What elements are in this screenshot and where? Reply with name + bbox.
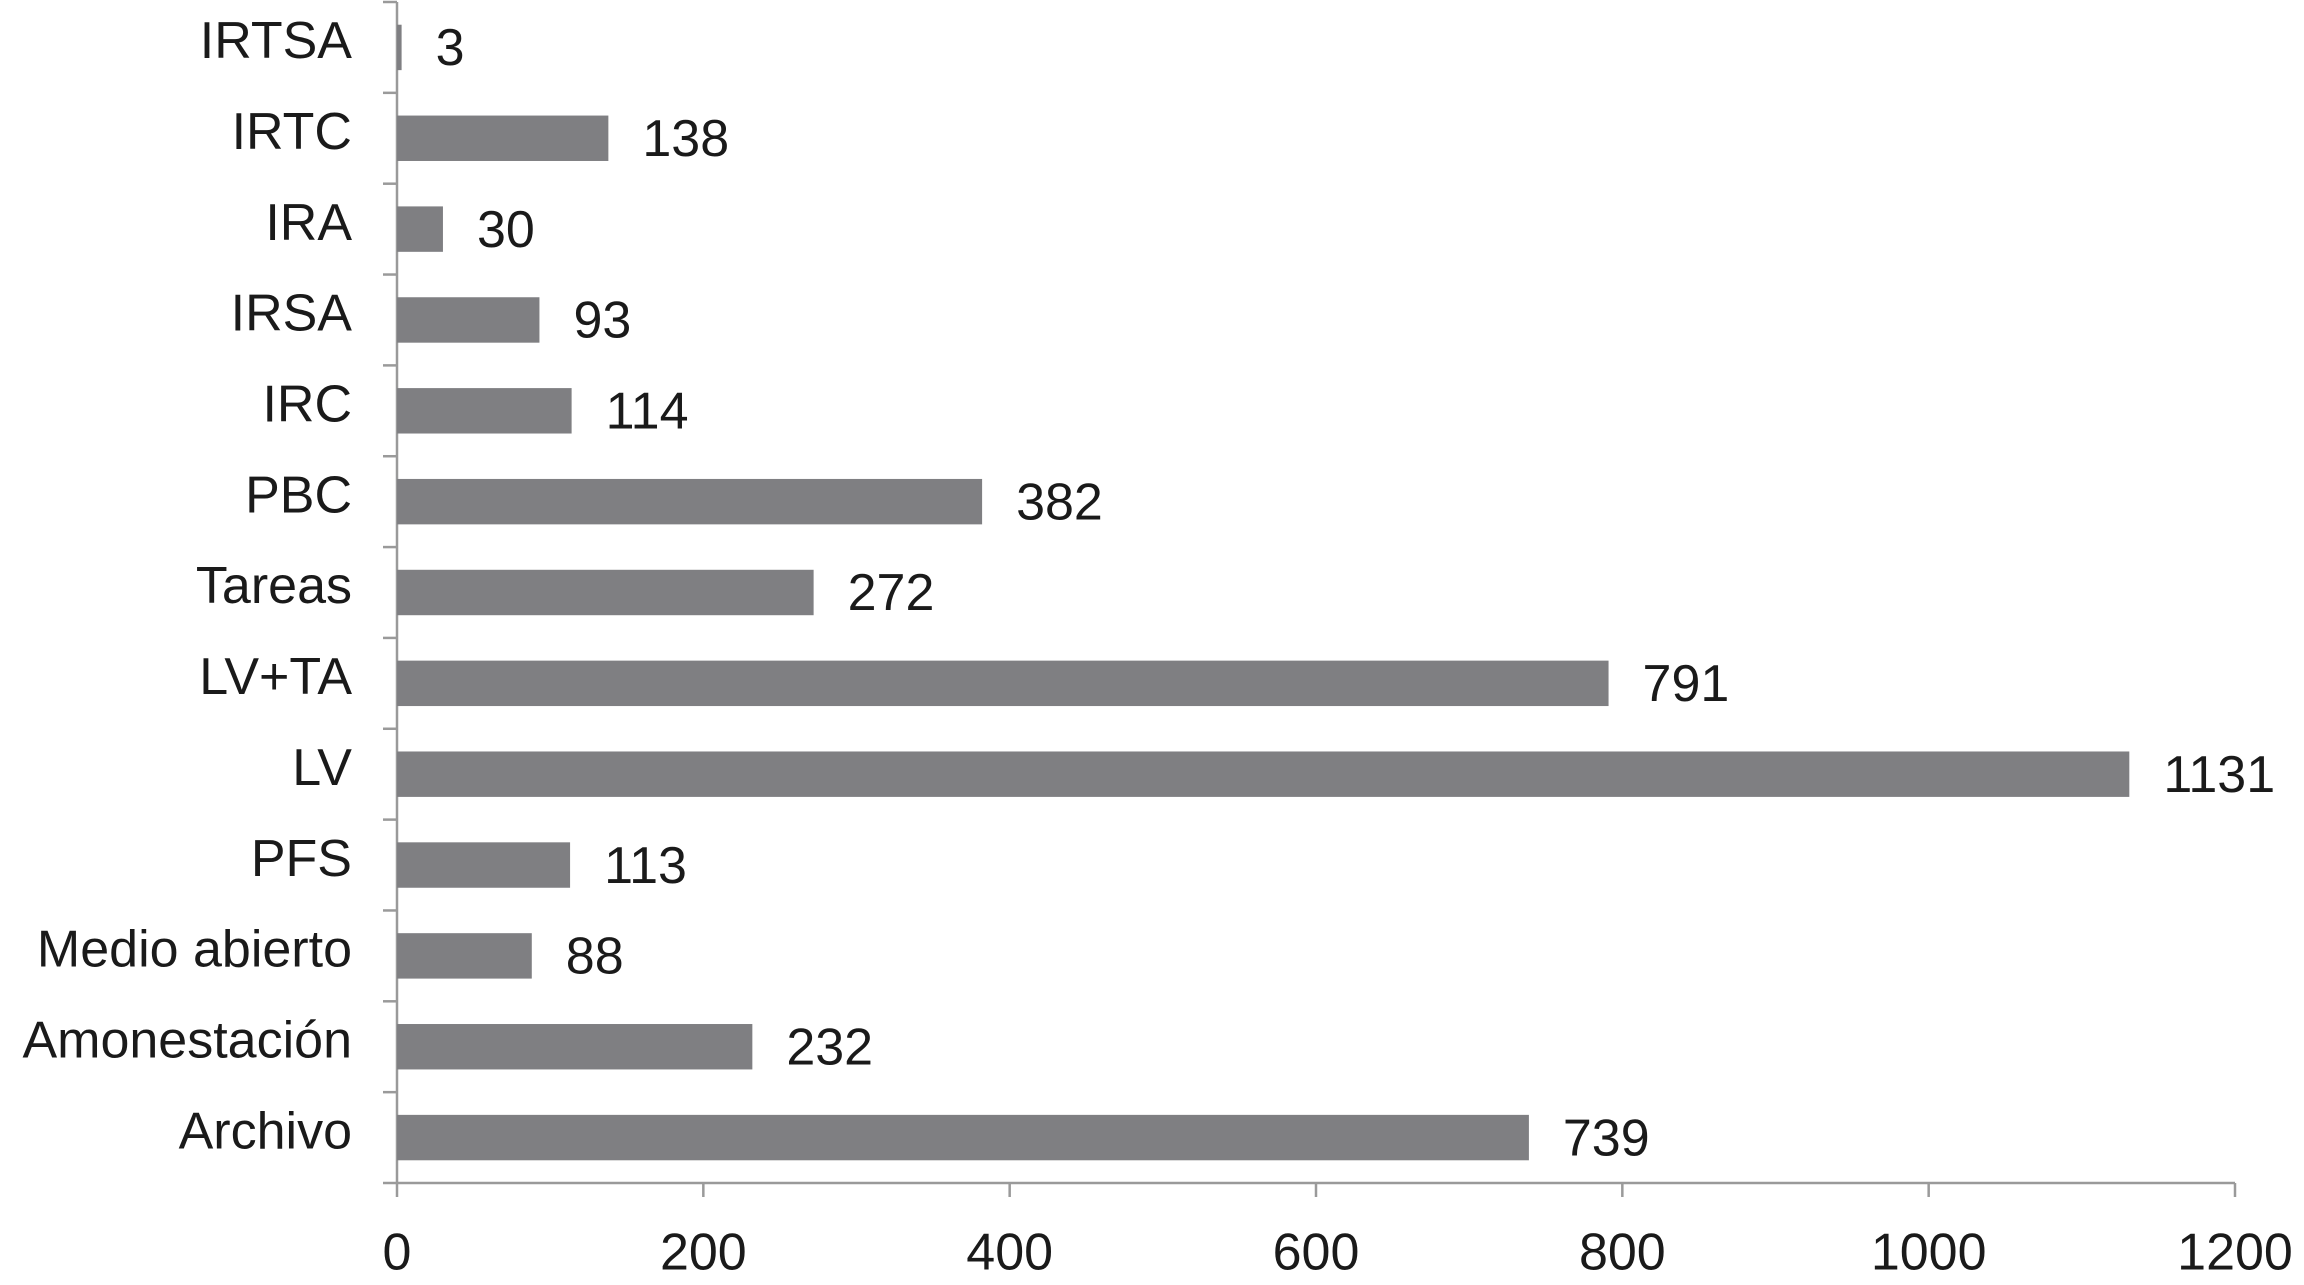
x-tick-label: 200 <box>660 1224 747 1282</box>
bar <box>397 297 540 343</box>
y-tick-label: IRSA <box>231 285 353 343</box>
y-tick-label: Archivo <box>179 1102 352 1160</box>
x-tick-label: 400 <box>966 1224 1053 1282</box>
bar <box>397 933 532 979</box>
bar <box>397 388 572 434</box>
x-tick-label: 0 <box>383 1224 412 1282</box>
bar <box>397 1114 1529 1161</box>
y-tick-label: IRA <box>265 194 352 252</box>
value-label: 739 <box>1563 1109 1650 1167</box>
y-tick-label: PFS <box>251 830 352 888</box>
y-tick-label: Medio abierto <box>37 921 352 979</box>
value-label: 138 <box>642 110 729 168</box>
y-tick-label: PBC <box>245 466 352 524</box>
y-tick-label: Tareas <box>196 557 352 615</box>
bar <box>397 842 571 888</box>
y-tick-label: IRC <box>262 376 352 434</box>
bar <box>397 1024 753 1070</box>
y-tick-label: IRTC <box>232 103 352 161</box>
value-label: 113 <box>604 837 687 895</box>
bar <box>397 751 2130 797</box>
value-label: 1131 <box>2163 746 2275 804</box>
y-tick-label: LV <box>292 739 352 797</box>
value-label: 114 <box>606 383 689 441</box>
value-label: 88 <box>566 928 624 986</box>
x-tick-label: 800 <box>1579 1224 1666 1282</box>
bar <box>397 115 609 161</box>
bar <box>397 24 402 71</box>
x-tick-label: 600 <box>1273 1224 1360 1282</box>
value-label: 93 <box>573 292 631 350</box>
value-label: 232 <box>786 1018 873 1076</box>
value-label: 3 <box>436 19 465 77</box>
bar <box>397 660 1609 707</box>
value-label: 791 <box>1643 655 1730 713</box>
value-label: 30 <box>477 201 535 259</box>
value-label: 382 <box>1016 473 1103 531</box>
bar <box>397 478 983 525</box>
y-tick-label: LV+TA <box>199 648 352 706</box>
x-tick-label: 1200 <box>2177 1224 2293 1282</box>
y-tick-label: Amonestación <box>22 1011 352 1069</box>
bar <box>397 569 814 616</box>
bar <box>397 206 443 252</box>
x-tick-label: 1000 <box>1871 1224 1987 1282</box>
value-label: 272 <box>848 564 935 622</box>
y-tick-label: IRTSA <box>200 12 353 70</box>
